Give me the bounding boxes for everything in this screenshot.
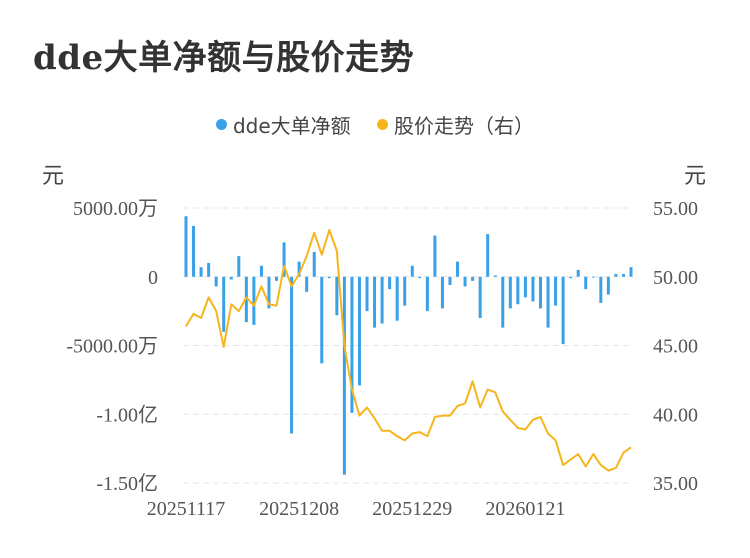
legend-label-price: 股价走势（右） [394, 114, 535, 138]
bar [418, 276, 422, 279]
bar [591, 276, 595, 278]
bar [425, 276, 429, 312]
x-tick-label: 20251229 [372, 498, 452, 520]
bar [531, 276, 535, 302]
bar [576, 269, 580, 277]
right-tick-label: 50.00 [653, 267, 698, 289]
bar [388, 276, 392, 290]
left-tick-label: 0 [148, 267, 158, 289]
price-line [185, 229, 632, 472]
legend-item-dde[interactable]: dde大单净额 [215, 110, 351, 139]
bar [523, 276, 527, 298]
right-axis-unit: 元 [684, 164, 707, 189]
bar [214, 276, 218, 287]
legend-dot-dde [215, 119, 227, 130]
bar [282, 242, 286, 277]
left-tick-label: -1.00亿 [96, 403, 158, 426]
left-tick-label: -5000.00万 [66, 336, 158, 358]
bar [621, 274, 625, 277]
bar [320, 276, 324, 364]
bar [192, 225, 196, 277]
bar [538, 276, 542, 309]
right-tick-label: 35.00 [653, 473, 698, 495]
bar [508, 276, 512, 309]
bar [448, 276, 452, 285]
x-tick-label: 20251208 [259, 498, 339, 520]
bar [569, 276, 573, 279]
bar [433, 235, 437, 277]
bar [403, 276, 407, 306]
bar [312, 252, 316, 277]
bar [395, 276, 399, 321]
right-tick-label: 40.00 [653, 404, 698, 426]
bar [478, 276, 482, 318]
right-tick-label: 45.00 [653, 336, 698, 358]
bar [486, 234, 490, 277]
bar [252, 276, 256, 325]
legend-dot-price [377, 119, 389, 130]
bar [456, 261, 460, 277]
bar [335, 276, 339, 316]
bar [614, 274, 618, 277]
bar [327, 276, 331, 279]
bar [290, 276, 294, 434]
bar [365, 276, 369, 312]
x-tick-label: 20260121 [485, 498, 565, 520]
bar [373, 276, 377, 328]
bar [199, 267, 203, 277]
bar [229, 276, 233, 280]
bar [297, 261, 301, 277]
bar [501, 276, 505, 328]
right-tick-label: 55.00 [653, 198, 698, 220]
bar [561, 276, 565, 345]
legend-label-dde: dde大单净额 [232, 114, 351, 138]
x-tick-label: 20251117 [147, 498, 226, 520]
legend-item-price[interactable]: 股价走势（右） [377, 110, 534, 139]
bar [493, 275, 497, 277]
bar [305, 276, 309, 292]
left-tick-label: 5000.00万 [73, 198, 158, 220]
bar [380, 276, 384, 324]
bar [259, 265, 263, 277]
bar [244, 276, 248, 323]
left-tick-label: -1.50亿 [96, 472, 158, 495]
bar [554, 276, 558, 306]
bar [267, 276, 271, 309]
bar [342, 276, 346, 475]
bar [207, 263, 211, 277]
bar [237, 256, 241, 277]
page-title: dde大单净额与股价走势 [33, 38, 415, 78]
bar [546, 276, 550, 328]
bar [516, 276, 520, 305]
bar [357, 276, 361, 386]
bar [599, 276, 603, 303]
bar [410, 265, 414, 277]
bar [440, 276, 444, 309]
left-axis-unit: 元 [42, 164, 65, 189]
chart-legend: dde大单净额 股价走势（右） [0, 110, 750, 139]
bar [222, 276, 226, 332]
bar [629, 267, 633, 277]
bar [584, 276, 588, 290]
bar [184, 216, 188, 277]
bar [606, 276, 610, 295]
bar [275, 276, 279, 281]
bar [350, 276, 354, 413]
bar [471, 276, 475, 281]
bar [463, 276, 467, 287]
